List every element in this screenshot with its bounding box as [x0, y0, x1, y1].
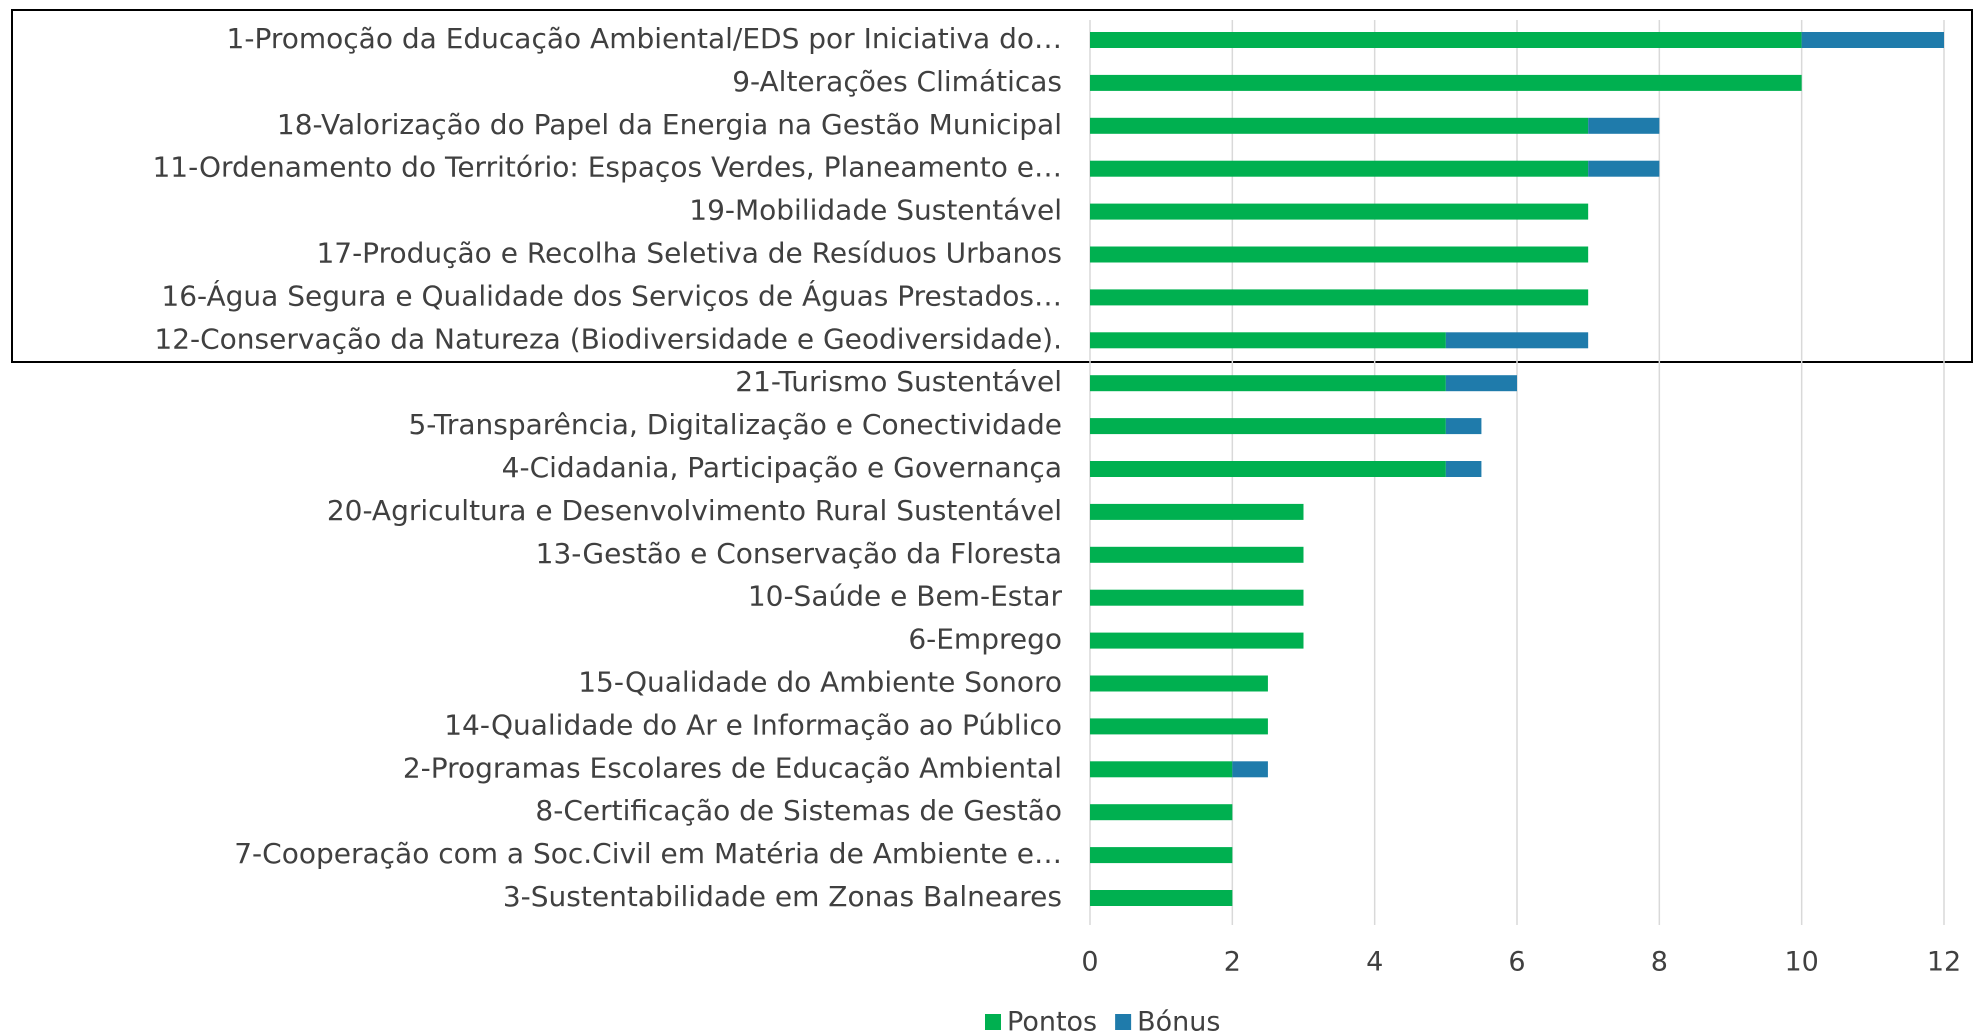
y-tick-label: 2-Programas Escolares de Educação Ambien… — [403, 751, 1062, 784]
bar-segment — [1090, 375, 1446, 392]
y-tick-label: 21-Turismo Sustentável — [735, 365, 1062, 398]
bar-segment — [1090, 804, 1233, 821]
y-tick-label: 11-Ordenamento do Território: Espaços Ve… — [152, 151, 1062, 184]
y-tick-label: 10-Saúde e Bem-Estar — [748, 580, 1063, 613]
bar-segment — [1090, 675, 1268, 692]
bar-segment — [1090, 117, 1589, 134]
bar-segment — [1232, 761, 1268, 778]
y-tick-label: 14-Qualidade do Ar e Informação ao Públi… — [444, 708, 1062, 741]
bar-segment — [1090, 160, 1589, 177]
y-tick-label: 1-Promoção da Educação Ambiental/EDS por… — [227, 22, 1062, 55]
bar-segment — [1090, 461, 1446, 477]
y-tick-label: 7-Cooperação com a Soc.Civil em Matéria … — [234, 837, 1062, 870]
legend-label: Bónus — [1137, 1007, 1220, 1035]
y-tick-label: 6-Emprego — [908, 623, 1062, 656]
x-tick-label: 10 — [1784, 947, 1818, 978]
y-tick-label: 16-Água Segura e Qualidade dos Serviços … — [161, 278, 1062, 312]
legend-swatch — [1115, 1014, 1132, 1030]
y-tick-label: 12-Conservação da Natureza (Biodiversida… — [154, 322, 1062, 355]
y-tick-label: 19-Mobilidade Sustentável — [689, 194, 1062, 227]
y-tick-label: 8-Certificação de Sistemas de Gestão — [535, 794, 1062, 827]
x-tick-label: 0 — [1081, 947, 1098, 978]
bar-segment — [1090, 289, 1589, 306]
bar-segment — [1445, 461, 1482, 477]
bar-segment — [1090, 32, 1802, 48]
y-tick-label: 17-Produção e Recolha Seletiva de Resídu… — [316, 237, 1062, 270]
bar-segment — [1090, 546, 1304, 563]
bar-segment — [1445, 332, 1589, 349]
bar-segment — [1090, 589, 1304, 606]
bar-segment — [1090, 632, 1304, 649]
bar-segment — [1801, 32, 1944, 48]
highlight-box — [11, 9, 1973, 363]
y-tick-label: 4-Cidadania, Participação e Governança — [502, 451, 1062, 484]
bar-segment — [1090, 74, 1802, 91]
bar-segment — [1445, 375, 1517, 392]
bar-segment — [1090, 890, 1233, 906]
y-tick-label: 3-Sustentabilidade em Zonas Balneares — [503, 880, 1062, 913]
bar-segment — [1090, 203, 1589, 220]
y-tick-label: 5-Transparência, Digitalização e Conecti… — [408, 408, 1062, 441]
legend-swatch — [985, 1014, 1001, 1030]
y-tick-label: 18-Valorização do Papel da Energia na Ge… — [277, 108, 1062, 141]
x-tick-label: 8 — [1651, 947, 1668, 978]
legend-label: Pontos — [1007, 1007, 1097, 1035]
x-tick-label: 2 — [1224, 947, 1241, 978]
bar-segment — [1588, 160, 1660, 177]
x-tick-label: 12 — [1927, 947, 1961, 978]
x-tick-label: 6 — [1508, 947, 1525, 978]
bar-segment — [1090, 332, 1446, 349]
y-tick-label: 15-Qualidade do Ambiente Sonoro — [578, 666, 1062, 699]
bar-segment — [1090, 418, 1446, 435]
y-tick-label: 9-Alterações Climáticas — [732, 65, 1062, 98]
bar-segment — [1588, 117, 1660, 134]
bar-segment — [1090, 503, 1304, 520]
bar-segment — [1090, 847, 1233, 864]
y-tick-label: 13-Gestão e Conservação da Floresta — [536, 537, 1062, 570]
y-tick-label: 20-Agricultura e Desenvolvimento Rural S… — [327, 494, 1062, 527]
bar-segment — [1445, 418, 1482, 435]
bar-segment — [1090, 718, 1268, 735]
bar-segment — [1090, 761, 1233, 778]
bar-segment — [1090, 246, 1589, 263]
x-tick-label: 4 — [1366, 947, 1383, 978]
